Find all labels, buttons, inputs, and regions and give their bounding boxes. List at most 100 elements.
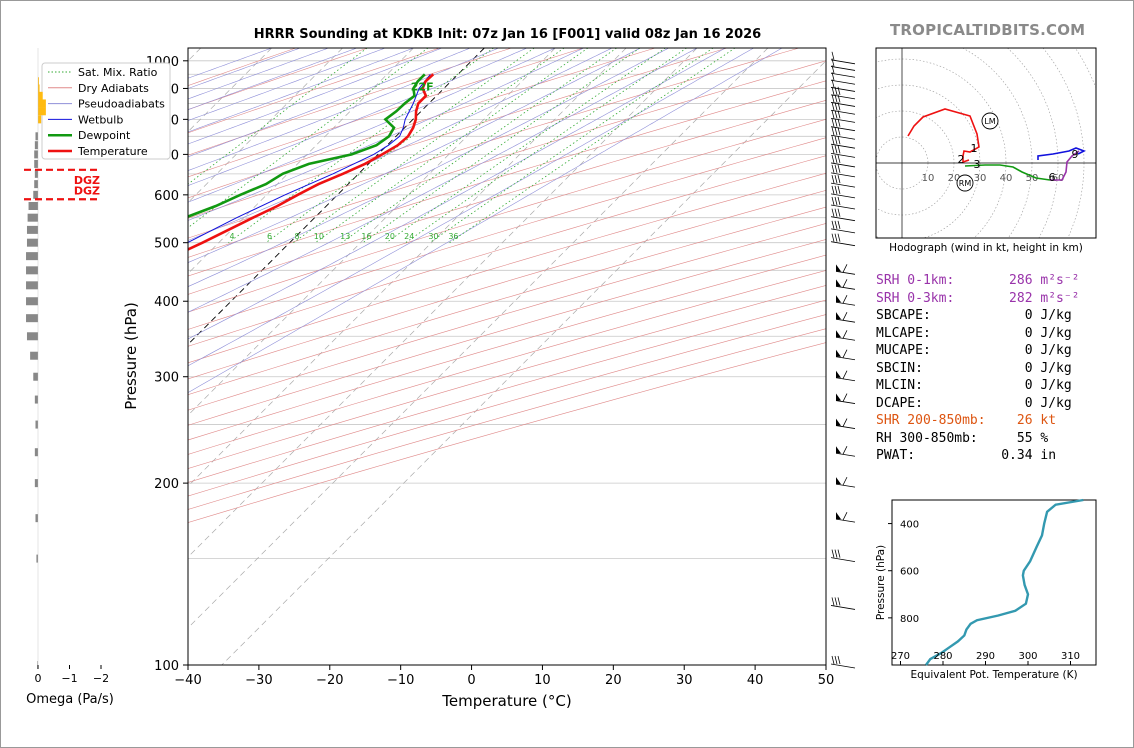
omega-bar: [35, 132, 38, 141]
moist-adiabat-line: [188, 48, 754, 367]
stat-label: SRH 0-3km:: [876, 290, 1002, 306]
thetae-panel: 270 280 290 300 310 400 600 800 Equivalent Pot. …: [875, 498, 1097, 681]
stat-label: PWAT:: [876, 448, 1002, 463]
thetae-y-tick-label: 600: [900, 567, 919, 578]
thetae-frame: [891, 499, 1097, 666]
isotherm-line: [188, 48, 556, 416]
omega-bar: [26, 297, 38, 306]
storm-motion-marker: [981, 112, 999, 130]
thetae-x-label: Equivalent Pot. Temperature (K): [910, 669, 1077, 681]
omega-bar: [26, 225, 38, 234]
omega-bar: [38, 91, 43, 100]
stat-value: 0.34: [1001, 448, 1033, 463]
moist-adiabat-line: [188, 48, 528, 186]
wind-barb: [835, 295, 856, 306]
stat-unit: J/kg: [1032, 395, 1072, 411]
omega-bar: [34, 180, 38, 189]
stat-unit: J/kg: [1032, 378, 1072, 393]
hodo-ring-label: 40: [1000, 173, 1013, 184]
moist-adiabat-line: [188, 48, 499, 171]
dry-adiabat-line: [188, 254, 826, 441]
dry-adiabat-line: [188, 48, 656, 199]
stat-value: 282: [1001, 290, 1033, 306]
wind-barb: [830, 549, 856, 563]
stat-label: MLCIN:: [876, 378, 1002, 393]
stat-value: 0: [1001, 308, 1033, 323]
omega-bar: [33, 372, 38, 381]
isotherm-line: [221, 60, 826, 665]
y-tick-label: 400: [154, 295, 179, 310]
mixing-ratio-label: 24: [404, 232, 414, 241]
isotherm-line: [188, 48, 343, 204]
legend-label: Dewpoint: [78, 129, 131, 142]
stat-label: DCAPE:: [876, 395, 1002, 411]
omega-bar: [38, 107, 46, 116]
wind-barb: [830, 94, 856, 107]
stat-label: SBCAPE:: [876, 308, 1002, 323]
thetae-profile: [925, 498, 1084, 666]
hodo-ring-label: 60: [1052, 173, 1065, 184]
stat-label: RH 300-850mb:: [876, 430, 1002, 446]
mixing-ratio-line: [293, 48, 565, 244]
wind-barb: [830, 597, 856, 610]
moist-adiabat-line: [188, 48, 698, 313]
legend-label: Pseudoadiabats: [78, 98, 165, 111]
y-tick-label: 200: [154, 477, 179, 492]
wind-barb: [830, 220, 856, 234]
wind-barb: [830, 154, 856, 168]
mixing-ratio-line: [188, 48, 368, 185]
stat-row: SRH 0-3km: 282 m²s⁻²: [876, 290, 1080, 308]
hodo-frame: [875, 47, 1097, 239]
mixing-ratio-line: [429, 48, 714, 244]
moist-adiabat-line: [188, 48, 556, 203]
surface-temp-label: 22F: [411, 80, 434, 93]
stat-unit: in: [1032, 448, 1057, 463]
moist-adiabat-line: [188, 48, 641, 263]
wind-barb: [835, 370, 856, 382]
omega-bar: [34, 479, 38, 488]
dry-adiabat-line: [188, 172, 826, 364]
mixing-ratio-label: 30: [428, 232, 438, 241]
stat-unit: J/kg: [1032, 308, 1072, 323]
omega-bar: [34, 159, 38, 168]
omega-bar: [38, 115, 42, 124]
brand-watermark: TROPICALTIDBITS.COM: [890, 21, 1086, 39]
y-tick-label: 300: [154, 371, 179, 386]
mixing-ratio-label: 16: [361, 232, 371, 241]
omega-bar: [36, 554, 38, 563]
y-axis-label: Pressure (hPa): [122, 302, 140, 410]
isotherm-line: [188, 48, 414, 274]
moist-adiabat-line: [188, 48, 329, 100]
dry-adiabat-line: [188, 137, 826, 330]
omega-bar: [38, 99, 46, 108]
dry-adiabat-line: [188, 239, 826, 426]
stat-unit: m²s⁻²: [1032, 273, 1080, 288]
temperature-profile: [188, 73, 435, 251]
wetbulb-profile: [188, 73, 431, 244]
hodo-trace: [1037, 147, 1086, 160]
stat-unit: %: [1032, 430, 1049, 446]
wind-barb: [830, 208, 856, 222]
omega-bar: [33, 190, 38, 199]
mixing-ratio-line: [188, 48, 429, 229]
moist-adiabat-line: [188, 48, 414, 133]
stat-row: PWAT: 0.34 in: [876, 447, 1080, 465]
stat-row: SBCIN: 0 J/kg: [876, 360, 1080, 378]
x-tick-label: 30: [676, 673, 693, 688]
mixing-ratio-line: [228, 48, 494, 244]
omega-tick-label: 0: [35, 672, 42, 685]
x-tick-label: 50: [818, 673, 835, 688]
dry-adiabat-line: [188, 285, 826, 469]
mixing-ratio-label: 4: [230, 232, 235, 241]
isotherm-line: [188, 48, 485, 345]
hodo-ring-label: 20: [948, 173, 961, 184]
omega-bar: [26, 314, 38, 323]
stat-value: 0: [1001, 395, 1033, 411]
mixing-ratio-label: 36: [448, 232, 458, 241]
wind-barb: [835, 393, 856, 404]
stat-row: SHR 200-850mb: 26 kt: [876, 412, 1080, 430]
omega-bar: [38, 77, 39, 86]
legend-label: Wetbulb: [78, 113, 123, 126]
